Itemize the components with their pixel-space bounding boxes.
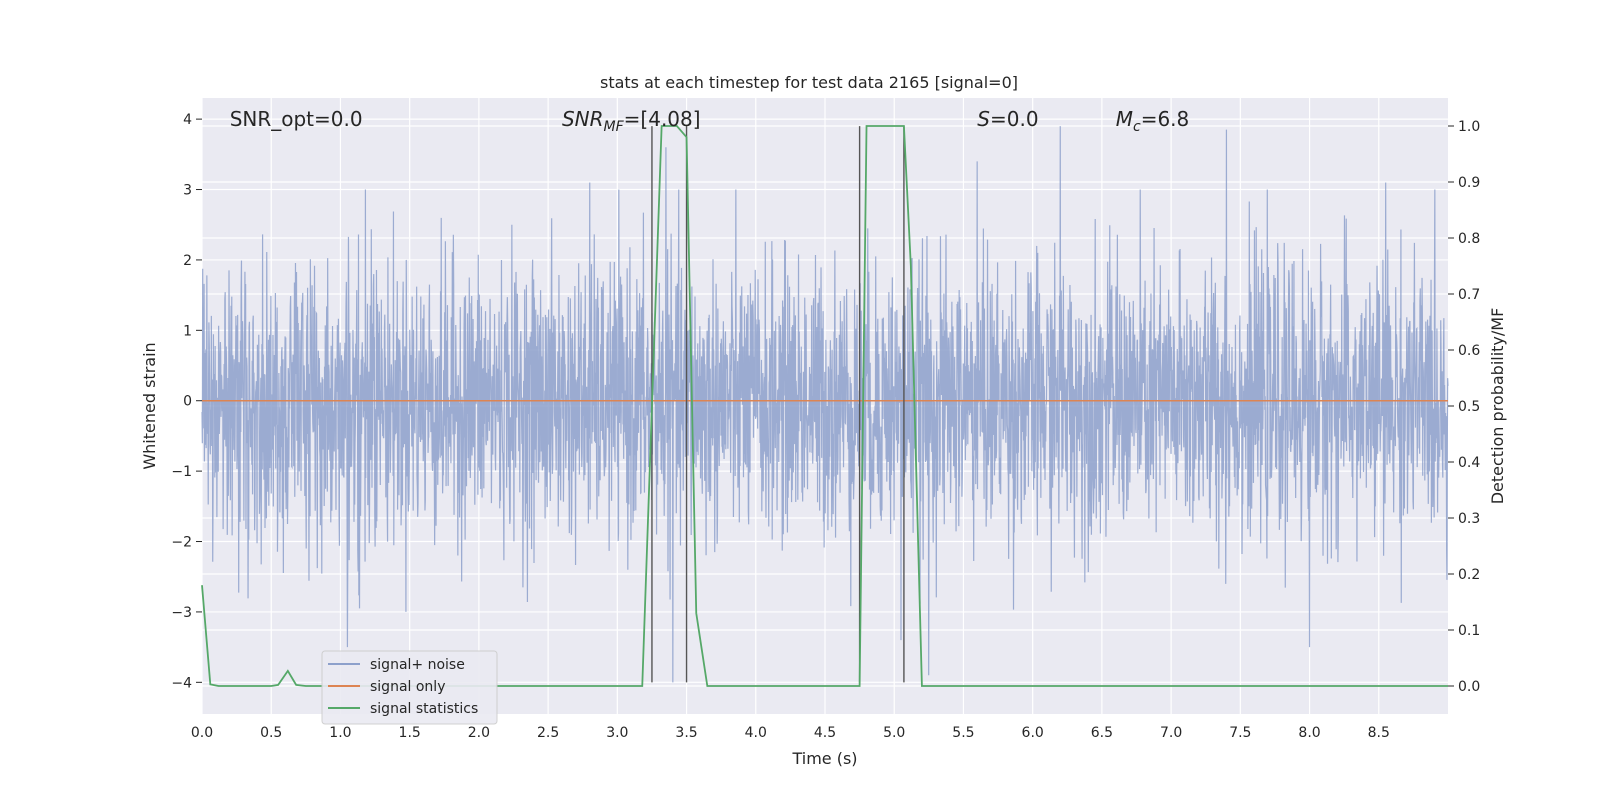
x-tick-label-0: 0.0: [191, 725, 213, 741]
annotation-2: S=0.0: [977, 107, 1038, 131]
x-tick-label-5: 2.5: [537, 725, 559, 741]
y-left-tick-label-0: −4: [171, 675, 192, 691]
y-left-tick-label-8: 4: [183, 112, 192, 128]
signal-noise-series: [201, 126, 1449, 683]
y-right-tick-label-8: 0.8: [1458, 231, 1480, 247]
y-left-tick-label-2: −2: [171, 535, 192, 551]
legend-label-signal-noise: signal+ noise: [370, 657, 465, 673]
y-left-tick-label-1: −3: [171, 605, 192, 621]
y-right-tick-label-10: 1.0: [1458, 119, 1480, 135]
x-tick-label-4: 2.0: [468, 725, 490, 741]
x-tick-label-13: 6.5: [1091, 725, 1113, 741]
y-left-axis-ticks: −4 −3 −2 −1 0 1 2 3 4: [171, 112, 202, 691]
annotation-1: SNRMF=[4.08]: [562, 107, 701, 135]
y-right-tick-label-2: 0.2: [1458, 567, 1480, 583]
annotation-3: Mc=6.8: [1116, 107, 1190, 135]
x-tick-label-16: 8.0: [1298, 725, 1320, 741]
y-right-tick-label-6: 0.6: [1458, 343, 1480, 359]
y-right-axis-label: Detection probability/MF: [1488, 308, 1507, 505]
y-left-tick-label-6: 2: [183, 253, 192, 269]
x-tick-label-1: 0.5: [260, 725, 282, 741]
x-tick-label-6: 3.0: [606, 725, 628, 741]
x-tick-label-11: 5.5: [952, 725, 974, 741]
legend-box: [321, 650, 498, 725]
x-tick-label-14: 7.0: [1160, 725, 1182, 741]
x-tick-label-17: 8.5: [1368, 725, 1390, 741]
y-right-axis-ticks: 0.0 0.1 0.2 0.3 0.4 0.5 0.6 0.7 0.8 0.9 1.0: [1448, 119, 1480, 695]
chart-title: stats at each timestep for test data 216…: [600, 73, 1018, 92]
x-tick-label-8: 4.0: [745, 725, 767, 741]
series-line-signal-noise: [201, 126, 1449, 683]
y-left-tick-label-3: −1: [171, 464, 192, 480]
legend-label-signal-only: signal only: [370, 679, 445, 695]
x-tick-label-15: 7.5: [1229, 725, 1251, 741]
legend-label-signal-statistics: signal statistics: [370, 701, 478, 717]
y-right-tick-label-0: 0.0: [1458, 679, 1480, 695]
x-axis-label: Time (s): [791, 749, 857, 768]
x-tick-label-10: 5.0: [883, 725, 905, 741]
y-right-tick-label-7: 0.7: [1458, 287, 1480, 303]
y-right-tick-label-3: 0.3: [1458, 511, 1480, 527]
y-left-tick-label-4: 0: [183, 394, 192, 410]
x-axis-ticks: 0.0 0.5 1.0 1.5 2.0 2.5 3.0 3.5 4.0 4.5 5.0 5.5 6.0 6…: [191, 725, 1390, 741]
x-tick-label-2: 1.0: [329, 725, 351, 741]
annotation-0: SNR_opt=0.0: [230, 107, 363, 131]
x-tick-label-7: 3.5: [675, 725, 697, 741]
y-left-tick-label-7: 3: [183, 183, 192, 199]
annotations: SNR_opt=0.0 SNRMF=[4.08] S=0.0 Mc=6.8: [230, 107, 1190, 135]
y-left-axis-label: Whitened strain: [140, 342, 159, 469]
y-left-tick-label-5: 1: [183, 323, 192, 339]
series-line-signal-statistics: [201, 125, 1448, 687]
x-tick-label-9: 4.5: [814, 725, 836, 741]
x-tick-label-12: 6.0: [1022, 725, 1044, 741]
y-right-tick-label-4: 0.4: [1458, 455, 1480, 471]
legend: signal+ noise signal only signal statist…: [321, 650, 498, 725]
y-right-tick-label-9: 0.9: [1458, 175, 1480, 191]
x-tick-label-3: 1.5: [399, 725, 421, 741]
y-right-tick-label-1: 0.1: [1458, 623, 1480, 639]
y-right-tick-label-5: 0.5: [1458, 399, 1480, 415]
signal-statistics-series: [201, 125, 1448, 687]
